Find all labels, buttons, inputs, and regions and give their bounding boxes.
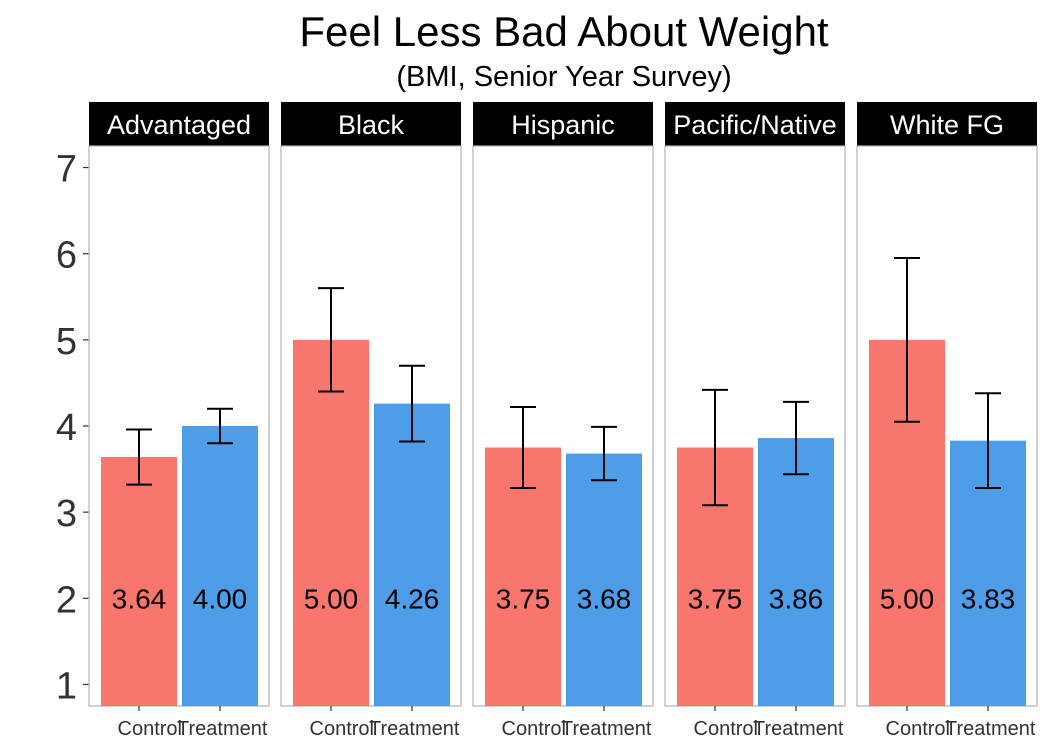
facet-strip (857, 102, 1037, 146)
data-label: 4.00 (193, 583, 248, 614)
facets: Advantaged 3.64 Control 4.00 Treatment Black 5… (88, 102, 1038, 740)
bar (101, 457, 177, 706)
x-tick-label: Treatment (753, 718, 844, 740)
bar (758, 438, 834, 706)
y-tick-label: 1 (56, 665, 77, 707)
x-tick-label: Control (694, 718, 758, 740)
chart-title: Feel Less Bad About Weight (299, 8, 829, 55)
facet-strip (89, 102, 269, 146)
data-label: 3.68 (577, 583, 632, 614)
bar (182, 426, 258, 706)
data-label: 5.00 (880, 583, 935, 614)
chart-subtitle: (BMI, Senior Year Survey) (396, 61, 731, 93)
y-tick-label: 4 (56, 407, 77, 449)
bar (485, 447, 561, 706)
facet-strip-label: Pacific/Native (673, 110, 837, 140)
x-tick-label: Control (118, 718, 182, 740)
data-label: 3.75 (688, 583, 743, 614)
x-tick-label: Control (502, 718, 566, 740)
y-axis: 1 2 3 4 5 6 7 (56, 149, 89, 707)
data-label: 5.00 (304, 583, 359, 614)
x-tick-label: Treatment (561, 718, 652, 740)
data-label: 3.83 (961, 583, 1016, 614)
data-label: 3.86 (769, 583, 824, 614)
y-tick-label: 5 (56, 321, 77, 363)
facet-panel: Pacific/Native 3.75 Control 3.86 Treatment (664, 102, 846, 740)
panel-border (472, 145, 654, 707)
facet-strip-label: Hispanic (511, 110, 615, 140)
bar (374, 403, 450, 706)
x-tick-label: Treatment (177, 718, 268, 740)
panel-border (664, 145, 846, 707)
x-tick-label: Control (310, 718, 374, 740)
bar (293, 339, 369, 706)
data-label: 4.26 (385, 583, 440, 614)
facet-panel: Black 5.00 Control 4.26 Treatment (280, 102, 462, 740)
facet-strip (281, 102, 461, 146)
data-label: 3.64 (112, 583, 167, 614)
facet-strip-label: Black (338, 110, 405, 140)
bar (566, 453, 642, 706)
facet-strip (473, 102, 653, 146)
panel-border (280, 145, 462, 707)
x-tick-label: Treatment (945, 718, 1036, 740)
facet-strip-label: Advantaged (107, 110, 251, 140)
x-tick-label: Control (886, 718, 950, 740)
facet-panel: Advantaged 3.64 Control 4.00 Treatment (88, 102, 270, 740)
facet-panel: White FG 5.00 Control 3.83 Treatment (856, 102, 1038, 740)
facet-strip-label: White FG (890, 110, 1004, 140)
panel-border (856, 145, 1038, 707)
y-tick-label: 2 (56, 579, 77, 621)
y-tick-label: 6 (56, 235, 77, 277)
x-tick-label: Treatment (369, 718, 460, 740)
y-tick-label: 3 (56, 493, 77, 535)
data-label: 3.75 (496, 583, 551, 614)
facet-strip (665, 102, 845, 146)
panel-border (88, 145, 270, 707)
y-tick-label: 7 (56, 149, 77, 191)
facet-panel: Hispanic 3.75 Control 3.68 Treatment (472, 102, 654, 740)
